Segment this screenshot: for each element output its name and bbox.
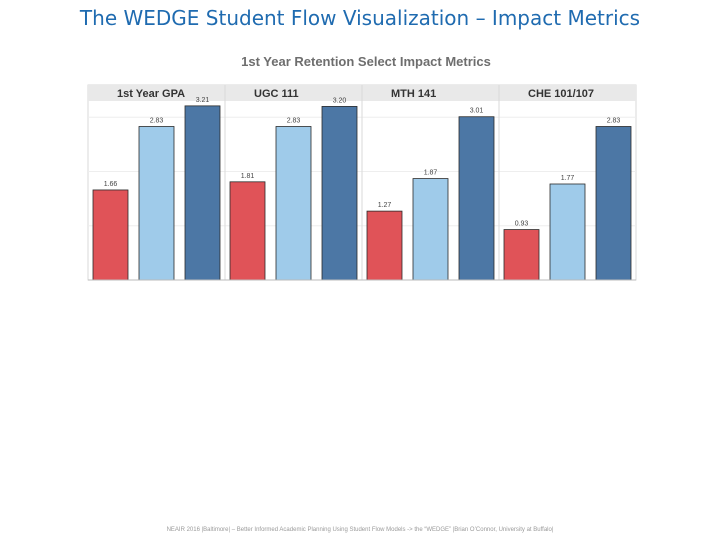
bar	[229, 181, 266, 281]
bar	[138, 126, 175, 281]
panel-header	[225, 85, 362, 101]
bar	[275, 126, 312, 281]
category-label: UGC 111	[254, 88, 299, 100]
category-label: CHE 101/107	[528, 88, 594, 100]
bar	[412, 178, 449, 281]
category-label: MTH 141	[391, 88, 436, 100]
data-label: 1.27	[378, 202, 392, 209]
bar	[184, 105, 221, 281]
bar	[503, 229, 540, 281]
bar	[595, 126, 632, 281]
data-label: 1.87	[424, 170, 438, 177]
data-label: 1.77	[561, 175, 575, 182]
bar	[366, 210, 403, 281]
data-label: 2.83	[607, 117, 621, 124]
data-label: 1.81	[241, 173, 255, 180]
slide-footer: NEAIR 2016 |Baltimore| – Better Informed…	[166, 527, 554, 533]
bar	[92, 189, 129, 281]
panel-header	[88, 85, 225, 101]
data-label: 3.21	[196, 97, 210, 104]
data-label: 2.83	[150, 117, 164, 124]
data-label: 2.83	[287, 117, 301, 124]
category-label: 1st Year GPA	[117, 88, 185, 100]
chart-title: 1st Year Retention Select Impact Metrics	[241, 54, 491, 69]
panel-header	[362, 85, 499, 101]
bar	[458, 116, 495, 281]
data-label: 3.01	[470, 108, 484, 115]
panel-header	[499, 85, 636, 101]
data-label: 0.93	[515, 221, 529, 228]
chart-panels: 1st Year GPA 1.66 2.83 3.21 UGC 111 1.81 2.83 3…	[87, 84, 637, 281]
bar	[549, 183, 586, 281]
chart-svg: 1st Year Retention Select Impact Metrics…	[87, 54, 637, 281]
slide-title: The WEDGE Student Flow Visualization – I…	[79, 6, 641, 30]
chart: 1st Year Retention Select Impact Metrics…	[86, 48, 638, 284]
bar	[321, 106, 358, 281]
data-label: 1.66	[104, 181, 118, 188]
data-label: 3.20	[333, 97, 347, 104]
